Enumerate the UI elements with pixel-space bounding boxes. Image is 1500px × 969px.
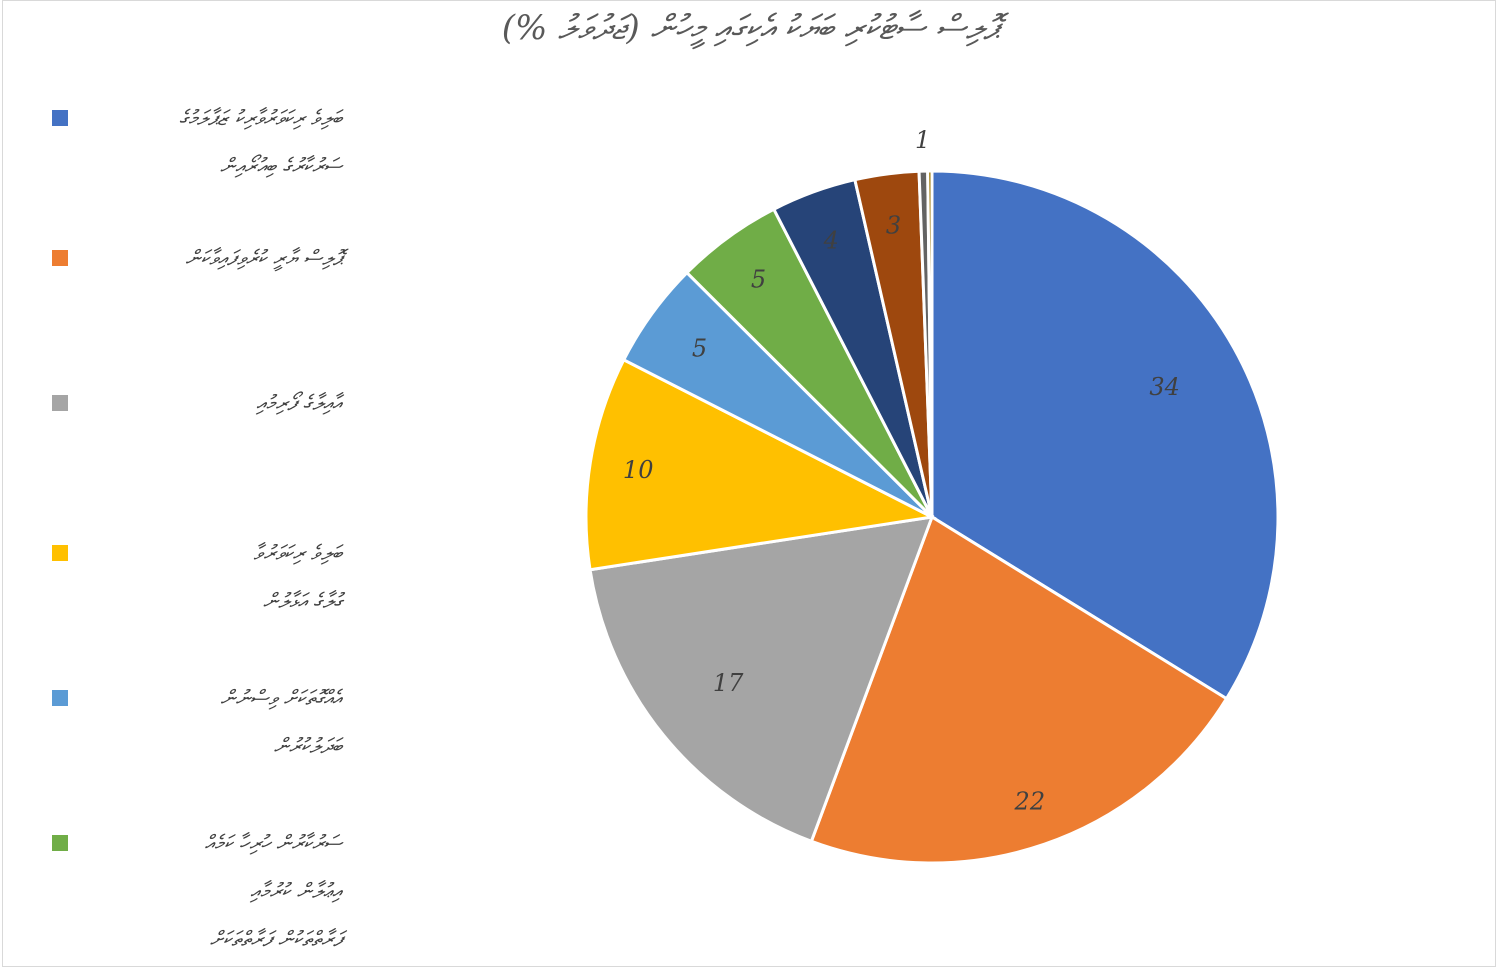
legend-label: އާއިލާގެ ފޯރިމުއި [256,391,342,415]
legend-swatch [52,395,68,411]
legend-label: އެއްގޮތަކަށް ވިސްނުން [220,686,342,710]
legend-label: ފަރާތްތަކުން ފަރާތްތަކަށް [209,927,342,951]
pie-slice-1 [930,169,1280,701]
data-label-8: 3 [886,211,901,239]
pie-slice-4 [584,357,937,572]
data-label-7: 4 [823,227,839,255]
legend-label: ބަދަލުކުރުން [273,734,342,758]
legend-label: އިޢުލާން ކުރުމާއި [250,879,342,903]
pie-slice-10 [926,169,934,518]
legend-swatch [52,250,68,266]
chart-title: ޕޮލިސް ސާޓުކުރި ބަޔަކު އެކިގައި މީހުން (… [501,8,999,48]
legend-label: ސަރުކާރުން ހުރިހާ ކަމެއް [204,831,342,855]
data-label-6: 5 [751,266,766,294]
data-label-2: 22 [1014,788,1046,816]
data-label-5: 5 [692,334,707,362]
pie-slice-2 [809,514,1229,865]
legend-swatch [52,835,68,851]
legend-swatch [52,690,68,706]
legend-label: ސަރުކާރުގެ ބިއުރޯއިން [220,154,342,178]
legend-label: ޕޮލިސް ޔާރީ ކުރެވިފައިވާކަން [185,246,342,270]
legend-swatch [52,110,68,126]
pie-slice-3 [588,515,935,844]
data-label-9: 1 [915,126,930,154]
legend-label: ބަލިވެ ރިކަވަރުވާރިކު ޒަޕާލަމުގެ [178,106,342,130]
data-label-3: 17 [713,669,744,697]
legend-swatch [52,545,68,561]
data-label-1: 34 [1149,373,1180,401]
data-label-4: 10 [623,456,654,484]
legend-label: ބަލިވެ ރިކަވަރުވާ [253,541,342,565]
legend-label: ގުލާގެ އަޅާލުން [262,589,342,613]
